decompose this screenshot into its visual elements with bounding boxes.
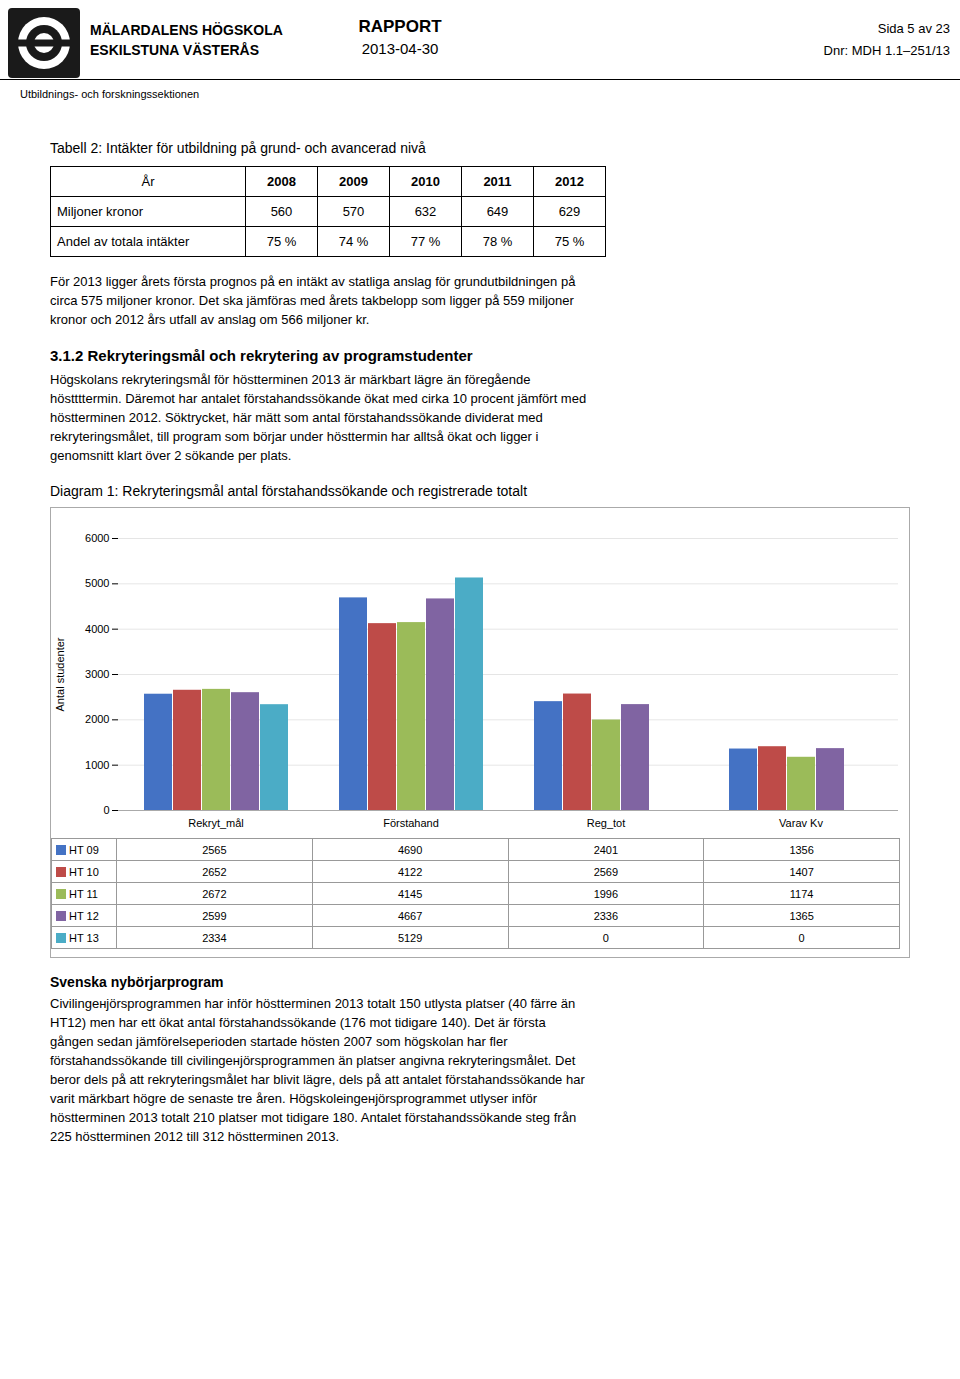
html-text:HT 09: HT 09 xyxy=(69,843,99,856)
html-text:ESKILSTUNA VÄSTERÅS: ESKILSTUNA VÄSTERÅS xyxy=(90,42,260,58)
html-text:genomsnitt klart över 2 sökand: genomsnitt klart över 2 sökande per plat… xyxy=(50,448,292,463)
html-text:74 %: 74 % xyxy=(338,234,369,249)
html-text:1365: 1365 xyxy=(789,909,814,922)
html-text:0: 0 xyxy=(798,931,805,944)
html-text:circa 575 miljoner kronor. Det: circa 575 miljoner kronor. Det ska jämfö… xyxy=(50,293,574,308)
html-text:Diagram 1: Rekryteringsmål ant: Diagram 1: Rekryteringsmål antal förstah… xyxy=(50,483,527,499)
html-text:Civilingенjörsprogrammen har i: Civilingенjörsprogrammen har inför höstt… xyxy=(50,996,576,1011)
html-text:0: 0 xyxy=(602,931,609,944)
html-text:4667: 4667 xyxy=(397,909,423,922)
html-text:78 %: 78 % xyxy=(482,234,513,249)
html-text:5129: 5129 xyxy=(397,931,423,944)
html-text:560: 560 xyxy=(270,204,293,219)
html-text:År: År xyxy=(141,174,155,189)
html-text:2334: 2334 xyxy=(202,931,227,944)
html-text:2565: 2565 xyxy=(202,843,227,856)
html-text:2599: 2599 xyxy=(202,909,227,922)
svg-text:Reg_tot: Reg_tot xyxy=(587,817,626,829)
html-text:HT12) men har ett ökat antal f: HT12) men har ett ökat antal förstahands… xyxy=(50,1015,546,1030)
svg-text:0: 0 xyxy=(103,804,109,816)
html-text:4145: 4145 xyxy=(397,887,423,900)
html-text:varit märkbart högre de senast: varit märkbart högre de senaste tre åren… xyxy=(50,1091,537,1106)
html-text:beror dels på att rekryterings: beror dels på att rekryteringsmålet har … xyxy=(50,1072,585,1087)
html-text:2011: 2011 xyxy=(483,174,512,189)
html-text:649: 649 xyxy=(486,204,509,219)
html-text:Svenska nybörjarprogram: Svenska nybörjarprogram xyxy=(50,974,224,990)
html-text:1407: 1407 xyxy=(789,865,814,878)
html-text:RAPPORT: RAPPORT xyxy=(358,17,442,36)
html-text:4122: 4122 xyxy=(397,865,423,878)
html-text:HT 10: HT 10 xyxy=(69,865,99,878)
html-text:2672: 2672 xyxy=(202,887,227,900)
html-text:Utbildnings- och forskningssek: Utbildnings- och forskningssektionen xyxy=(20,88,200,100)
html-text:För 2013 ligger årets första p: För 2013 ligger årets första prognos på … xyxy=(50,274,576,289)
html-text:2013-04-30: 2013-04-30 xyxy=(361,40,439,57)
html-text:HT 12: HT 12 xyxy=(69,909,99,922)
svg-text:Förstahand: Förstahand xyxy=(383,817,439,829)
html-text:1174: 1174 xyxy=(789,887,814,900)
html-text:Högskolans rekryteringsmål för: Högskolans rekryteringsmål för hösttermi… xyxy=(50,372,531,387)
svg-text:4000: 4000 xyxy=(85,623,109,635)
svg-text:3000: 3000 xyxy=(85,668,109,680)
html-text:2012: 2012 xyxy=(555,174,584,189)
svg-text:2000: 2000 xyxy=(85,713,109,725)
html-text:75 %: 75 % xyxy=(554,234,585,249)
html-text:HT 11: HT 11 xyxy=(69,887,98,900)
html-text:77 %: 77 % xyxy=(410,234,441,249)
html-text:629: 629 xyxy=(558,204,581,219)
html-text:MÄLARDALENS HÖGSKOLA: MÄLARDALENS HÖGSKOLA xyxy=(90,22,283,38)
html-text:2009: 2009 xyxy=(339,174,368,189)
html-text:hösttttermin. Däremot har anta: hösttttermin. Däremot har antalet första… xyxy=(50,391,587,406)
svg-text:Antal studenter: Antal studenter xyxy=(54,637,66,711)
html-text:gången sedan jämförelseperiode: gången sedan jämförelseperioden startade… xyxy=(50,1034,508,1049)
html-text:kronor och 2012 års utfall av: kronor och 2012 års utfall av anslag om … xyxy=(50,312,370,327)
html-text:Sida 5 av 23: Sida 5 av 23 xyxy=(877,21,950,36)
html-text:Dnr: MDH 1.1–251/13: Dnr: MDH 1.1–251/13 xyxy=(823,43,950,58)
html-text:1356: 1356 xyxy=(789,843,814,856)
svg-text:Rekryt_mål: Rekryt_mål xyxy=(188,817,244,829)
html-text:225 höstterminen 2012 till 312: 225 höstterminen 2012 till 312 hösttermi… xyxy=(50,1129,340,1144)
html-text:2010: 2010 xyxy=(411,174,440,189)
html-text:4690: 4690 xyxy=(397,843,423,856)
html-text:höstterminen 2013 totalt 210 p: höstterminen 2013 totalt 210 platser mot… xyxy=(50,1110,577,1125)
html-text:Andel av totala intäkter: Andel av totala intäkter xyxy=(57,234,190,249)
svg-text:5000: 5000 xyxy=(85,577,109,589)
html-text:höstterminen 2012. Söktrycket,: höstterminen 2012. Söktrycket, här mätt … xyxy=(50,410,543,425)
svg-text:Varav Kv: Varav Kv xyxy=(779,817,823,829)
html-text:Tabell 2: Intäkter för utbildn: Tabell 2: Intäkter för utbildning på gru… xyxy=(50,140,426,156)
svg-text:6000: 6000 xyxy=(85,532,109,544)
html-text:3.1.2 Rekryteringsmål och rekr: 3.1.2 Rekryteringsmål och rekrytering av… xyxy=(50,347,473,364)
html-text:570: 570 xyxy=(342,204,365,219)
html-text:75 %: 75 % xyxy=(266,234,297,249)
svg-text:1000: 1000 xyxy=(85,759,109,771)
html-text:2401: 2401 xyxy=(593,843,619,856)
html-text:2569: 2569 xyxy=(593,865,619,878)
html-text:HT 13: HT 13 xyxy=(69,931,99,944)
html-text:rekryteringsmålet, till progra: rekryteringsmålet, till program som börj… xyxy=(50,429,539,444)
html-text:2336: 2336 xyxy=(593,909,619,922)
html-text:1996: 1996 xyxy=(593,887,619,900)
html-text:632: 632 xyxy=(414,204,437,219)
html-text:2008: 2008 xyxy=(267,174,296,189)
html-text:2652: 2652 xyxy=(202,865,227,878)
html-text:förstahandssökande till civili: förstahandssökande till civilingенjörspr… xyxy=(50,1053,576,1068)
html-text:Miljoner kronor: Miljoner kronor xyxy=(57,204,143,219)
